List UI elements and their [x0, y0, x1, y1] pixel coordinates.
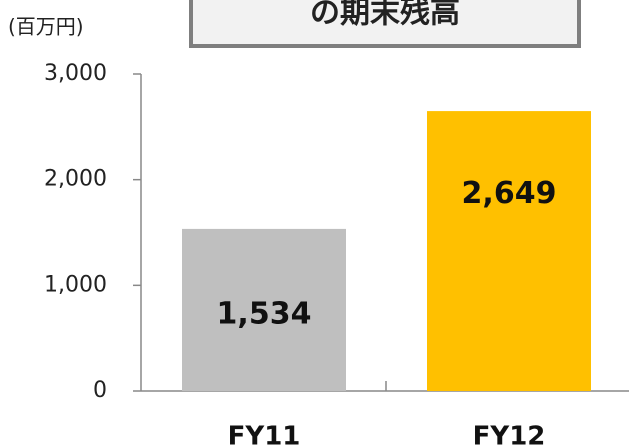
- y-tick-label: 0: [93, 378, 107, 403]
- y-tick-label: 3,000: [44, 61, 107, 86]
- bar: [427, 111, 591, 392]
- y-tick-label: 2,000: [44, 167, 107, 192]
- chart-title: の期末残高: [310, 0, 460, 31]
- x-tick-label: FY12: [473, 422, 546, 447]
- x-tick-label: FY11: [228, 422, 301, 447]
- y-tick-label: 1,000: [44, 272, 107, 297]
- value-label: 1,534: [217, 296, 312, 331]
- bar: [182, 228, 346, 391]
- y-axis-label: (百万円): [8, 15, 84, 39]
- title-box: [189, 0, 581, 48]
- value-label: 2,649: [462, 176, 557, 211]
